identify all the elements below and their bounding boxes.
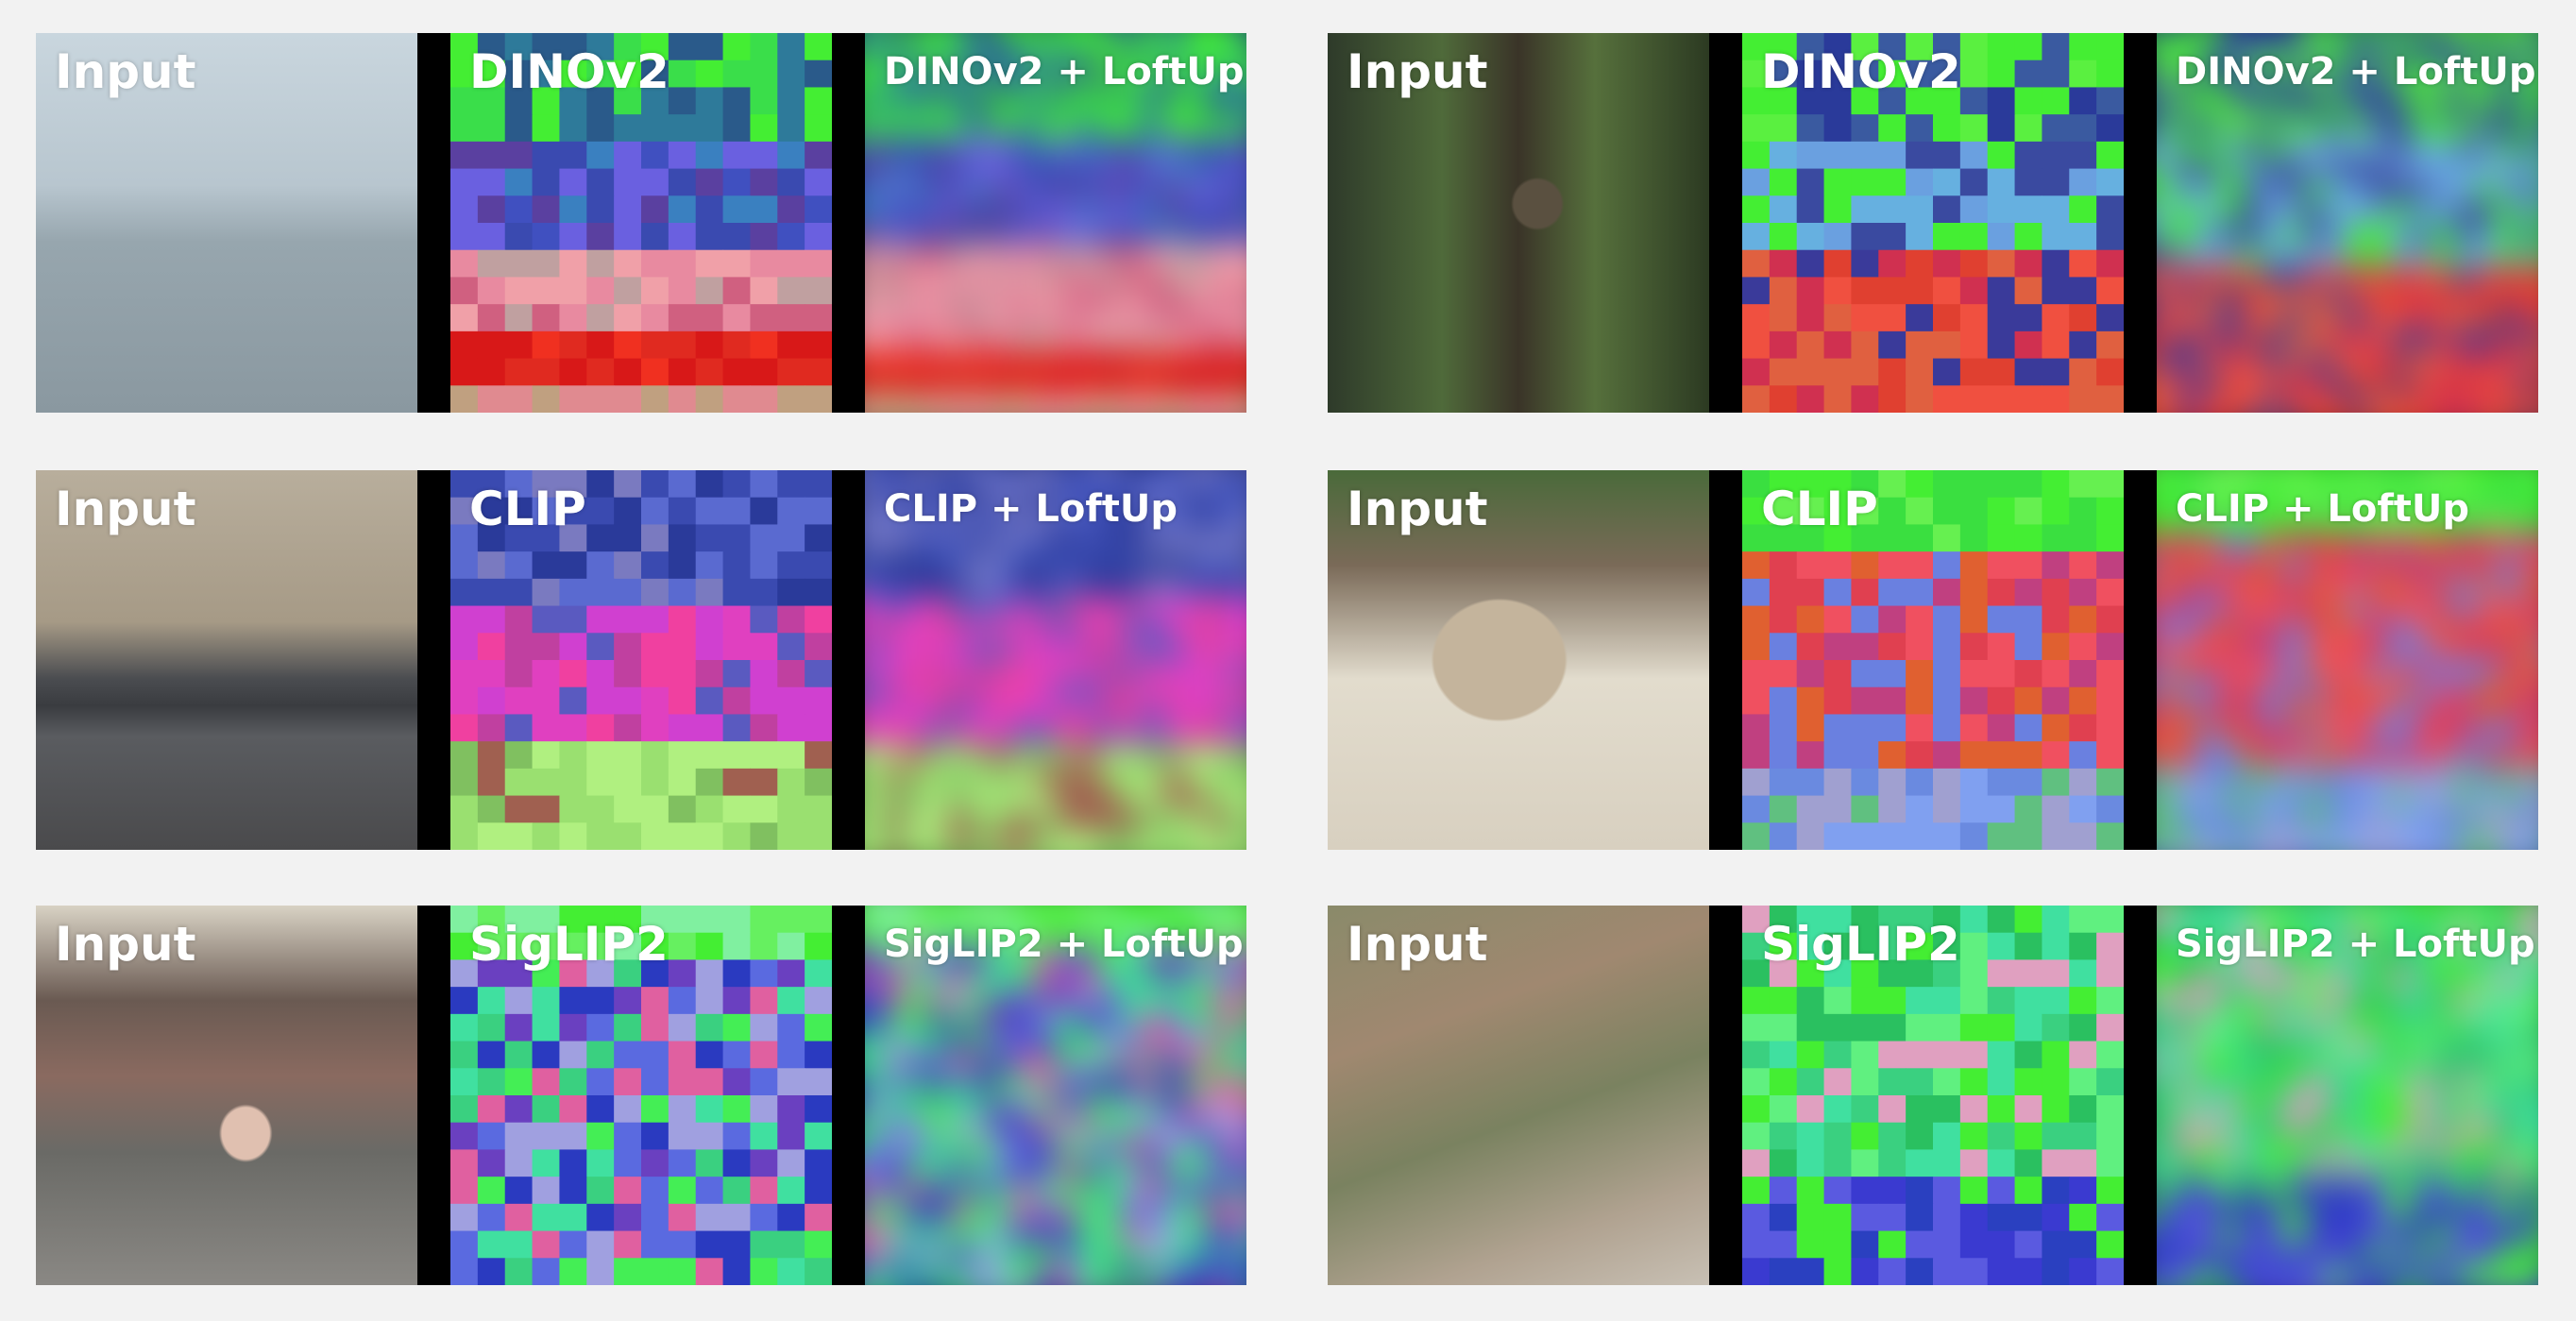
feature-map xyxy=(1742,470,2124,850)
panel-group: Input SigLIP2 SigLIP2 + LoftUp xyxy=(36,906,1246,1285)
feature-panel: DINOv2 + LoftUp xyxy=(865,33,1246,413)
feature-panel: SigLIP2 xyxy=(450,906,832,1285)
separator xyxy=(2124,470,2157,850)
feature-map xyxy=(450,906,832,1285)
input-image: Input xyxy=(36,33,417,413)
input-image: Input xyxy=(36,906,417,1285)
feature-map xyxy=(2157,470,2538,850)
separator xyxy=(1709,906,1742,1285)
separator xyxy=(2124,33,2157,413)
panel-label: Input xyxy=(55,917,196,972)
separator xyxy=(832,906,865,1285)
panel-label: Input xyxy=(55,44,196,99)
feature-panel: SigLIP2 + LoftUp xyxy=(2157,906,2538,1285)
panel-group: Input SigLIP2 SigLIP2 + LoftUp xyxy=(1328,906,2538,1285)
feature-panel: SigLIP2 xyxy=(1742,906,2124,1285)
panel-label: SigLIP2 + LoftUp xyxy=(884,923,1244,966)
feature-map xyxy=(450,33,832,413)
feature-map xyxy=(2157,906,2538,1285)
separator xyxy=(832,470,865,850)
feature-map xyxy=(450,470,832,850)
panel-label: DINOv2 + LoftUp xyxy=(884,50,1245,93)
input-image: Input xyxy=(1328,470,1709,850)
feature-map xyxy=(865,33,1246,413)
panel-label: CLIP xyxy=(469,482,586,536)
separator xyxy=(832,33,865,413)
input-image: Input xyxy=(36,470,417,850)
feature-map xyxy=(2157,33,2538,413)
separator xyxy=(417,470,450,850)
feature-panel: CLIP xyxy=(1742,470,2124,850)
panel-group: Input CLIP CLIP + LoftUp xyxy=(1328,470,2538,850)
separator xyxy=(1709,33,1742,413)
separator xyxy=(2124,906,2157,1285)
panel-label: DINOv2 + LoftUp xyxy=(2176,50,2536,93)
feature-panel: SigLIP2 + LoftUp xyxy=(865,906,1246,1285)
feature-panel: DINOv2 xyxy=(1742,33,2124,413)
panel-label: Input xyxy=(1347,44,1488,99)
feature-panel: CLIP + LoftUp xyxy=(2157,470,2538,850)
panel-label: CLIP xyxy=(1761,482,1878,536)
panel-label: SigLIP2 xyxy=(1761,917,1960,972)
panel-label: SigLIP2 + LoftUp xyxy=(2176,923,2535,966)
panel-label: Input xyxy=(55,482,196,536)
panel-label: Input xyxy=(1347,917,1488,972)
panel-label: Input xyxy=(1347,482,1488,536)
input-image: Input xyxy=(1328,906,1709,1285)
panel-label: SigLIP2 xyxy=(469,917,669,972)
separator xyxy=(417,33,450,413)
input-image: Input xyxy=(1328,33,1709,413)
panel-label: DINOv2 xyxy=(469,44,669,99)
separator xyxy=(417,906,450,1285)
feature-panel: CLIP xyxy=(450,470,832,850)
feature-map xyxy=(1742,33,2124,413)
feature-map xyxy=(1742,906,2124,1285)
panel-label: DINOv2 xyxy=(1761,44,1961,99)
panel-group: Input CLIP CLIP + LoftUp xyxy=(36,470,1246,850)
feature-map xyxy=(865,906,1246,1285)
panel-group: Input DINOv2 DINOv2 + LoftUp xyxy=(1328,33,2538,413)
panel-group: Input DINOv2 DINOv2 + LoftUp xyxy=(36,33,1246,413)
feature-map xyxy=(865,470,1246,850)
feature-panel: CLIP + LoftUp xyxy=(865,470,1246,850)
separator xyxy=(1709,470,1742,850)
panel-label: CLIP + LoftUp xyxy=(884,487,1178,531)
feature-panel: DINOv2 xyxy=(450,33,832,413)
feature-panel: DINOv2 + LoftUp xyxy=(2157,33,2538,413)
panel-label: CLIP + LoftUp xyxy=(2176,487,2470,531)
